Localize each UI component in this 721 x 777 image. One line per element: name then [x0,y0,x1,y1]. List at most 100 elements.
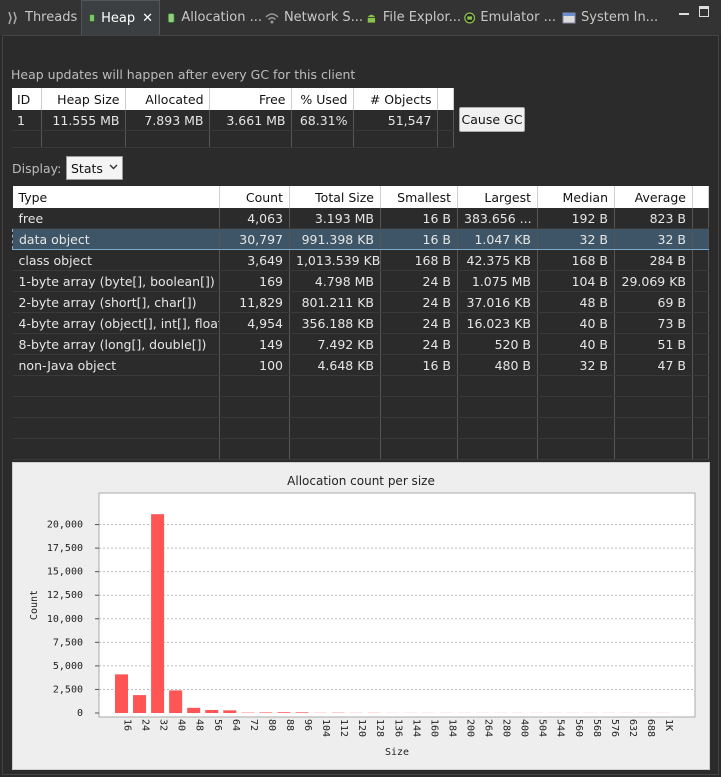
x-tick-label: 184 [446,719,457,737]
table-cell: 3,649 [219,249,290,271]
cause-gc-button[interactable]: Cause GC [459,107,525,132]
tab-emulator[interactable]: Emulator ... [464,0,556,35]
tab-threads[interactable]: Threads [6,0,80,35]
column-header[interactable]: Count [219,186,290,208]
tab-file-explorer[interactable]: File Explor... [365,0,461,35]
table-cell [692,375,709,397]
table-cell: 16.023 KB [457,312,538,334]
table-cell: 383.656 ... [457,208,538,229]
tab-label: Network S... [283,10,363,25]
tab-label: Heap [101,10,136,26]
threads-icon [8,11,17,24]
table-cell [457,417,538,439]
table-cell: 823 B [614,208,693,229]
table-cell: 1-byte array (byte[], boolean[]) [12,270,220,292]
network-icon [265,12,279,23]
x-tick-label: 56 [212,719,223,731]
x-tick-label: 200 [464,719,475,737]
table-row[interactable]: free 4,063 3.193 MB 16 B 383.656 ... 192 B 823… [12,208,709,229]
tab-label: Allocation ... [181,10,262,25]
column-header[interactable]: Allocated [125,88,210,110]
x-tick-label: 400 [519,719,530,737]
table-cell [614,438,693,460]
table-row[interactable]: 1-byte array (byte[], boolean[]) 169 4.798… [12,270,709,292]
table-row[interactable]: class object 3,649 1,013.539 KB 168 B 42.375… [12,249,709,271]
table-cell: 7.492 KB [289,333,381,355]
table-cell: 801.211 KB [289,291,381,313]
column-header[interactable]: Total Size [289,186,381,208]
x-tick-label: 576 [609,719,620,737]
column-header[interactable]: % Used [291,88,354,110]
table-cell: 73 B [614,312,693,334]
table-row[interactable]: 1 11.555 MB 7.893 MB 3.661 MB 68.31% 51,… [12,110,454,131]
table-cell: 991.398 KB [289,228,381,250]
table-cell: non-Java object [12,354,220,376]
table-cell [457,375,538,397]
x-tick-label: 112 [338,719,349,737]
display-select[interactable]: Stats [66,156,123,180]
table-row[interactable]: 4-byte array (object[], int[], float[]) 4… [12,312,709,334]
stats-table: Type Count Total Size Smallest Largest M… [12,186,709,460]
tab-heap[interactable]: Heap ✕ [81,0,160,35]
y-tick-label: 15,000 [47,567,83,578]
table-cell: 4.798 MB [289,270,381,292]
y-tick-label: 17,500 [47,543,83,554]
table-cell: 104 B [537,270,615,292]
tab-system-info[interactable]: System In... [562,0,662,35]
y-tick-label: 20,000 [47,520,83,531]
x-tick-label: 128 [374,719,385,737]
table-cell: 16 B [380,354,458,376]
table-cell [692,228,709,250]
x-tick-label: 16 [122,719,133,731]
tab-allocation[interactable]: Allocation ... [166,0,262,35]
table-cell [692,438,709,460]
table-cell: 32 B [537,228,615,250]
table-cell [692,270,709,292]
table-cell: 51 B [614,333,693,355]
table-cell: 42.375 KB [457,249,538,271]
bar [277,712,291,713]
column-header[interactable]: Heap Size [41,88,126,110]
column-header[interactable]: ID [12,88,42,110]
table-row-empty [12,438,709,460]
column-header[interactable]: # Objects [353,88,438,110]
table-cell: 47 B [614,354,693,376]
x-tick-label: 504 [537,719,548,737]
table-cell: 284 B [614,249,693,271]
emulator-icon [464,12,476,23]
column-header[interactable]: Free [209,88,292,110]
table-cell [614,417,693,439]
table-cell [437,110,454,131]
table-cell: 1 [12,110,42,131]
table-row-empty [12,375,709,397]
column-header[interactable]: Average [614,186,693,208]
tab-network[interactable]: Network S... [265,0,363,35]
maximize-icon[interactable] [699,6,709,17]
table-row[interactable]: 8-byte array (long[], double[]) 149 7.492 … [12,333,709,355]
minimize-icon[interactable] [679,13,689,15]
table-row[interactable]: 2-byte array (short[], char[]) 11,829 801.… [12,291,709,313]
table-row-empty [12,130,454,148]
table-cell: 169 [219,270,290,292]
table-cell: 2-byte array (short[], char[]) [12,291,220,313]
x-tick-label: 160 [428,719,439,737]
display-label: Display: [12,161,62,176]
table-cell: 32 B [614,228,693,250]
close-icon[interactable]: ✕ [142,10,153,26]
table-cell: free [12,208,220,229]
table-cell: 29.069 KB [614,270,693,292]
table-cell: 40 B [537,333,615,355]
table-cell [380,396,458,418]
x-tick-label: 560 [573,719,584,737]
table-cell [12,396,220,418]
table-cell: 37.016 KB [457,291,538,313]
column-header[interactable]: Type [12,186,220,208]
column-header[interactable]: Median [537,186,615,208]
table-cell [289,417,381,439]
table-cell [12,417,220,439]
x-tick-label: 120 [356,719,367,737]
column-header[interactable]: Largest [457,186,538,208]
table-row[interactable]: data object 30,797 991.398 KB 16 B 1.047 KB 3… [12,228,709,250]
column-header[interactable]: Smallest [380,186,458,208]
